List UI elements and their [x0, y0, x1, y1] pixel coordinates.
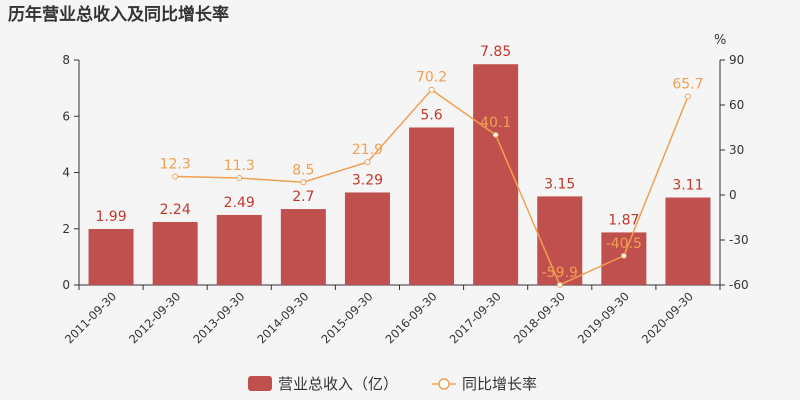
growth-value-label: 21.9: [352, 142, 383, 158]
right-tick-label: 60: [729, 98, 744, 112]
legend-line-label: 同比增长率: [462, 375, 537, 393]
bar-value-label: 3.29: [352, 172, 383, 188]
x-tick-label: 2018-09-30: [511, 289, 568, 346]
bar: [280, 209, 326, 285]
growth-value-label: -59.9: [542, 265, 578, 281]
x-tick-label: 2012-09-30: [126, 289, 183, 346]
bars-group: [88, 64, 711, 285]
growth-point: [236, 175, 243, 182]
growth-value-label: 12.3: [160, 157, 191, 173]
growth-point: [300, 179, 307, 186]
right-tick-label: -30: [729, 233, 749, 247]
x-tick-label: 2016-09-30: [383, 289, 440, 346]
right-axis-unit: %: [714, 33, 726, 48]
legend-bar-label: 营业总收入（亿）: [278, 375, 398, 393]
growth-point: [620, 252, 627, 259]
bar: [409, 127, 455, 285]
growth-value-label: 8.5: [292, 162, 314, 178]
bar-value-label: 1.99: [95, 209, 126, 225]
x-tick-label: 2015-09-30: [318, 289, 375, 346]
legend-bar-swatch: [248, 376, 272, 391]
bar-value-label: 1.87: [608, 212, 639, 228]
legend[interactable]: 营业总收入（亿） 同比增长率: [248, 375, 537, 393]
left-tick-label: 2: [62, 222, 70, 236]
legend-line-marker: [438, 378, 450, 390]
bar-value-label: 3.15: [544, 176, 575, 192]
growth-value-label: 11.3: [224, 158, 255, 174]
bar: [88, 229, 134, 285]
left-tick-label: 0: [62, 278, 70, 292]
chart-title: 历年营业总收入及同比增长率: [8, 4, 229, 25]
labels-group: 1.99 2.24 2.49 2.7 3.29 5.6 7.85 3.15 1.87 3.11 12…: [95, 44, 703, 281]
growth-point: [556, 281, 563, 288]
right-tick-label: 30: [729, 143, 744, 157]
bar-value-label: 2.49: [224, 195, 255, 211]
right-tick-label: 90: [729, 53, 744, 67]
x-tick-label: 2013-09-30: [190, 289, 247, 346]
growth-point: [492, 131, 499, 138]
bar: [216, 214, 262, 285]
bar: [152, 222, 198, 285]
left-tick-label: 8: [62, 53, 70, 67]
right-tick-label: -60: [729, 278, 749, 292]
line-group: [172, 86, 691, 288]
bar-value-label: 5.6: [420, 108, 442, 124]
bar-value-label: 2.7: [292, 189, 314, 205]
growth-value-label: 70.2: [416, 70, 447, 86]
growth-value-label: -40.5: [606, 236, 642, 252]
x-tick-label: 2014-09-30: [254, 289, 311, 346]
bar: [473, 64, 519, 285]
growth-point: [172, 173, 179, 180]
left-tick-label: 6: [62, 109, 70, 123]
growth-value-label: 40.1: [480, 115, 511, 131]
x-tick-label: 2020-09-30: [639, 289, 696, 346]
bar: [537, 196, 583, 285]
bar-value-label: 3.11: [672, 178, 703, 194]
x-tick-label: 2017-09-30: [447, 289, 504, 346]
growth-point: [364, 159, 371, 166]
right-tick-label: 0: [729, 188, 737, 202]
bar-value-label: 2.24: [160, 202, 191, 218]
growth-point: [428, 86, 435, 93]
bar-value-label: 7.85: [480, 44, 511, 60]
growth-point: [684, 93, 691, 100]
bar: [665, 197, 711, 285]
left-tick-label: 4: [62, 166, 70, 180]
bar: [344, 192, 390, 285]
growth-value-label: 65.7: [672, 76, 703, 92]
x-tick-label: 2011-09-30: [62, 289, 119, 346]
x-tick-label: 2019-09-30: [575, 289, 632, 346]
